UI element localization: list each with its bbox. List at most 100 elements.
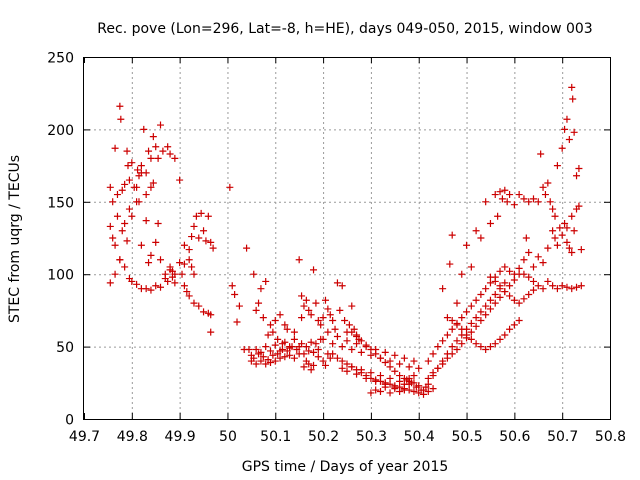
data-point: [197, 209, 205, 217]
data-point: [262, 360, 270, 368]
data-point: [314, 345, 322, 353]
data-point: [262, 277, 270, 285]
data-point: [319, 314, 327, 322]
data-point: [429, 385, 437, 393]
data-point: [510, 201, 518, 209]
data-point: [458, 340, 466, 348]
data-point: [137, 162, 145, 170]
data-point: [190, 222, 198, 230]
data-point: [551, 212, 559, 220]
data-point: [525, 198, 533, 206]
data-point: [319, 335, 327, 343]
data-point: [333, 354, 341, 362]
y-tick-label: 250: [47, 51, 74, 67]
data-point: [515, 317, 523, 325]
data-point: [491, 340, 499, 348]
data-point: [467, 263, 475, 271]
data-point: [116, 102, 124, 110]
data-point: [235, 302, 243, 310]
data-point: [128, 212, 136, 220]
data-point: [111, 144, 119, 152]
data-point: [109, 198, 117, 206]
data-point: [226, 183, 234, 191]
data-point: [477, 234, 485, 242]
data-point: [570, 227, 578, 235]
data-point: [486, 343, 494, 351]
data-point: [453, 345, 461, 353]
data-point: [188, 263, 196, 271]
data-point: [180, 260, 188, 268]
data-point: [575, 202, 583, 210]
data-point: [314, 353, 322, 361]
data-point: [300, 302, 308, 310]
data-point: [348, 345, 356, 353]
data-point: [573, 172, 581, 180]
data-point: [161, 270, 169, 278]
data-point: [307, 338, 315, 346]
data-point: [307, 311, 315, 319]
data-point: [372, 386, 380, 394]
data-point: [276, 347, 284, 355]
data-point: [302, 343, 310, 351]
data-point: [307, 366, 315, 374]
data-point: [448, 317, 456, 325]
data-point: [333, 332, 341, 340]
data-point: [396, 372, 404, 380]
data-point: [472, 340, 480, 348]
data-point: [496, 293, 504, 301]
data-point: [424, 357, 432, 365]
data-point: [568, 285, 576, 293]
data-point: [472, 314, 480, 322]
data-point: [568, 248, 576, 256]
y-tick-label: 50: [56, 340, 74, 356]
y-tick-label: 100: [47, 268, 74, 284]
data-point: [496, 335, 504, 343]
data-point: [157, 283, 165, 291]
data-point: [477, 290, 485, 298]
data-point: [147, 183, 155, 191]
data-point: [343, 360, 351, 368]
data-point: [348, 363, 356, 371]
data-point: [116, 256, 124, 264]
data-point: [541, 191, 549, 199]
data-point: [204, 212, 212, 220]
data-point: [310, 266, 318, 274]
data-point: [463, 241, 471, 249]
data-point: [329, 340, 337, 348]
data-point: [338, 343, 346, 351]
data-point: [353, 332, 361, 340]
data-point: [376, 354, 384, 362]
x-tick-label: 50.6: [499, 429, 530, 445]
data-point: [310, 361, 318, 369]
data-point: [482, 302, 490, 310]
data-point: [228, 282, 236, 290]
data-point: [111, 241, 119, 249]
data-point: [231, 290, 239, 298]
data-point: [458, 314, 466, 322]
data-point: [286, 351, 294, 359]
data-point: [510, 296, 518, 304]
data-point: [252, 345, 260, 353]
data-point: [324, 305, 332, 313]
data-point: [520, 195, 528, 203]
data-point: [176, 259, 184, 267]
data-point: [252, 306, 260, 314]
x-tick-label: 50: [219, 429, 237, 445]
data-point: [467, 328, 475, 336]
data-point: [573, 283, 581, 291]
data-point: [180, 282, 188, 290]
data-point: [501, 186, 509, 194]
data-point: [290, 335, 298, 343]
data-point: [290, 328, 298, 336]
data-point: [529, 263, 537, 271]
data-point: [553, 241, 561, 249]
x-tick-label: 50.2: [308, 429, 339, 445]
data-point: [417, 386, 425, 394]
data-point: [142, 191, 150, 199]
data-point: [467, 302, 475, 310]
data-point: [341, 317, 349, 325]
data-point: [453, 321, 461, 329]
data-point: [415, 364, 423, 372]
data-point: [362, 341, 370, 349]
data-point: [558, 282, 566, 290]
